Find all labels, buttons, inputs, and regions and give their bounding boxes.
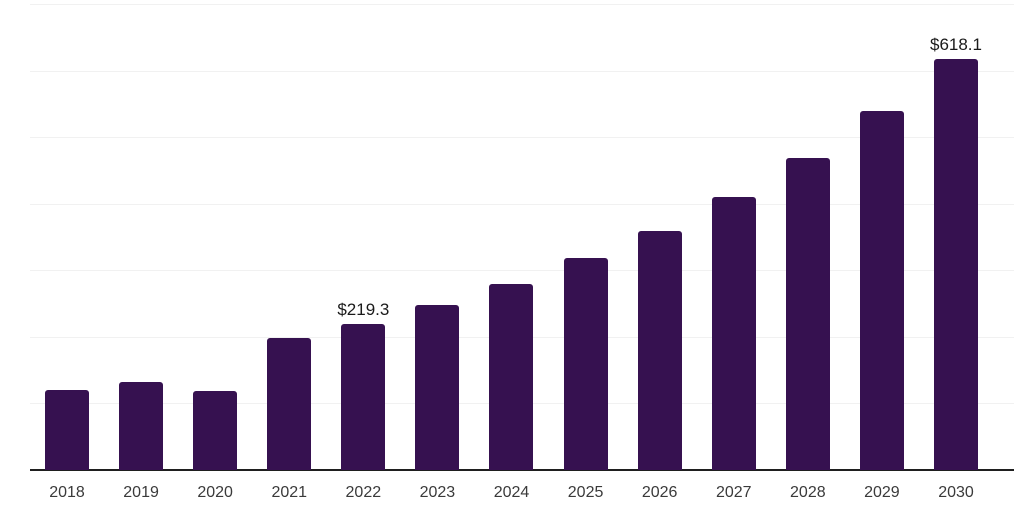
value-label-2022: $219.3	[337, 300, 390, 319]
gridline-600	[30, 71, 1014, 72]
x-tick-2026: 2026	[641, 484, 678, 501]
gridline-300	[30, 270, 1014, 271]
gridline-700	[30, 4, 1014, 5]
x-tick-2022: 2022	[345, 484, 382, 501]
x-tick-2018: 2018	[49, 484, 85, 501]
bar-2028	[786, 158, 830, 470]
value-label-2030: $618.1	[929, 35, 982, 54]
x-tick-2025: 2025	[567, 484, 604, 501]
x-tick-2021: 2021	[271, 484, 308, 501]
bar-2027	[712, 197, 756, 470]
x-tick-2023: 2023	[419, 484, 456, 501]
bar-2030	[934, 59, 978, 470]
x-tick-2024: 2024	[493, 484, 530, 501]
x-tick-2030: 2030	[938, 484, 974, 501]
bar-2018	[45, 390, 89, 470]
gridline-400	[30, 204, 1014, 205]
bar-2026	[638, 231, 682, 470]
bar-2020	[193, 391, 237, 470]
x-tick-2028: 2028	[790, 484, 826, 501]
bar-2021	[267, 338, 311, 470]
x-tick-2019: 2019	[123, 484, 159, 501]
gridline-500	[30, 137, 1014, 138]
bar-2023	[415, 305, 459, 470]
x-axis-line	[30, 469, 1014, 471]
x-tick-2029: 2029	[864, 484, 900, 501]
bar-2025	[564, 258, 608, 470]
x-tick-2027: 2027	[715, 484, 752, 501]
bar-2019	[119, 382, 163, 470]
x-tick-2020: 2020	[197, 484, 233, 501]
bar-2024	[489, 284, 533, 470]
bar-2029	[860, 111, 904, 470]
bar-2022	[341, 324, 385, 470]
